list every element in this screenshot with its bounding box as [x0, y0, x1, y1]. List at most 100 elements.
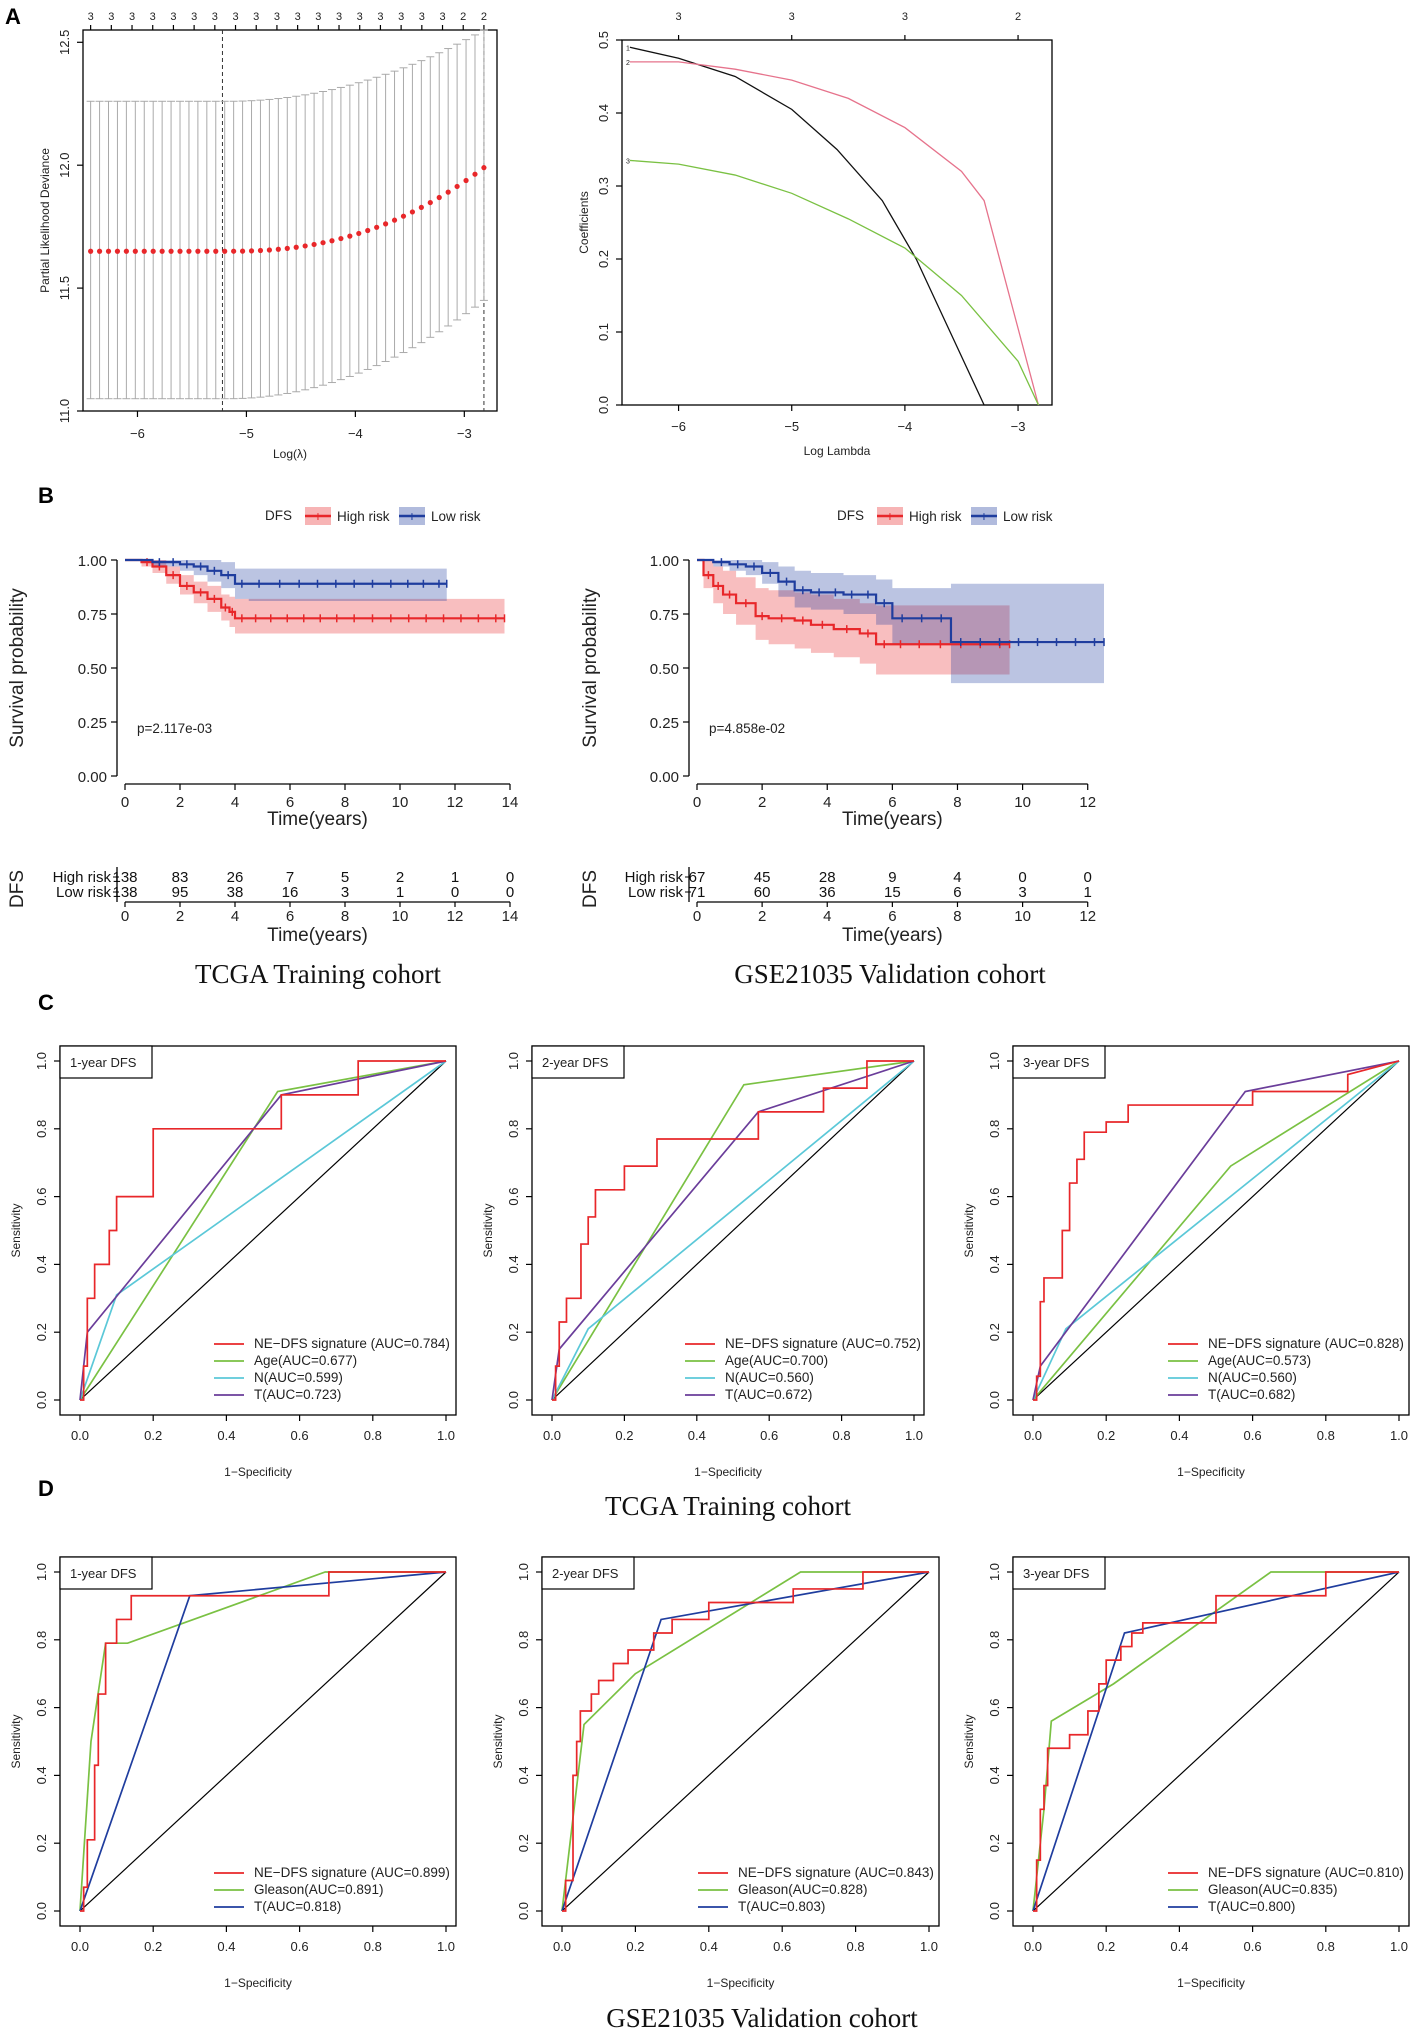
x-tick-label: 0.0 [71, 1939, 89, 1954]
legend-label: Age(AUC=0.677) [254, 1353, 357, 1368]
x-tick-label: −5 [784, 419, 799, 434]
plot-frame [541, 1556, 940, 1927]
legend-label: Low risk [431, 509, 481, 524]
x-tick-label: 0.4 [217, 1428, 235, 1443]
y-tick-label: 0.4 [516, 1766, 531, 1784]
risk-cell: 67 [689, 869, 706, 886]
x-tick-label: 2 [758, 794, 766, 811]
deviance-point [159, 248, 165, 254]
y-tick-label: 1.00 [650, 553, 679, 570]
top-label: 3 [170, 11, 176, 23]
roc-title: 2-year DFS [552, 1566, 619, 1581]
top-label: 3 [191, 11, 197, 23]
x-tick-label: 10 [392, 794, 409, 811]
deviance-point [204, 248, 210, 254]
y-tick-label: 12.5 [57, 30, 72, 55]
y-tick-label: 0.8 [516, 1631, 531, 1649]
deviance-point [409, 209, 416, 215]
y-tick-label: 0.2 [987, 1323, 1002, 1341]
roc-curve [1032, 1571, 1399, 1912]
deviance-point [436, 194, 442, 201]
top-label: 2 [1015, 11, 1021, 23]
risk-x-tick-label: 0 [121, 908, 129, 925]
title-box [1012, 1045, 1106, 1079]
risk-x-tick-label: 8 [953, 908, 961, 925]
deviance-point [168, 248, 174, 254]
top-label: 3 [88, 11, 94, 23]
y-tick-label: 0.6 [34, 1699, 49, 1717]
risk-cell: 2 [396, 869, 404, 886]
reference-diagonal [551, 1060, 915, 1401]
y-tick-label: 0.75 [650, 607, 679, 624]
roc-curve [561, 1571, 930, 1912]
legend-label: NE−DFS signature (AUC=0.843) [738, 1865, 934, 1880]
legend-label: N(AUC=0.560) [1208, 1370, 1297, 1385]
roc-title: 1-year DFS [70, 1055, 137, 1070]
risk-x-tick-label: 12 [1079, 908, 1096, 925]
risk-row-label: Low risk [56, 884, 112, 901]
y-tick-label: 0.4 [506, 1255, 521, 1273]
x-tick-label: 0.4 [217, 1939, 235, 1954]
deviance-point [150, 248, 156, 254]
risk-table-title: DFS [580, 870, 601, 908]
x-tick-label: 0.0 [543, 1428, 561, 1443]
legend-label: NE−DFS signature (AUC=0.810) [1208, 1865, 1404, 1880]
y-tick-label: 1.0 [34, 1563, 49, 1581]
x-axis-title: Log(λ) [273, 447, 307, 461]
survival-curve-high-risk [125, 558, 505, 620]
risk-x-tick-label: 12 [447, 908, 464, 925]
risk-cell: 0 [506, 884, 514, 901]
x-tick-label: 0.0 [1024, 1939, 1042, 1954]
y-axis-title: Survival probability [580, 588, 601, 748]
risk-cell: 1 [1084, 884, 1092, 901]
top-label: 3 [315, 11, 321, 23]
risk-x-tick-label: 6 [286, 908, 294, 925]
y-axis-title: Sensitivity [962, 1714, 976, 1768]
risk-x-tick-label: 14 [502, 908, 519, 925]
y-axis-title: Sensitivity [481, 1203, 495, 1257]
risk-cell: 138 [112, 869, 137, 886]
y-tick-label: 0.0 [987, 1902, 1002, 1920]
coef-path-1 [629, 46, 1039, 406]
plot-frame [1012, 1045, 1410, 1416]
deviance-point [96, 248, 103, 254]
x-tick-label: −6 [671, 419, 686, 434]
legend-mark: + [314, 508, 322, 524]
x-axis-title: Time(years) [842, 809, 943, 830]
deviance-point [391, 217, 398, 223]
deviance-point [266, 247, 272, 253]
plot-frame [531, 1045, 925, 1416]
risk-cell: 4 [953, 869, 961, 886]
deviance-point [257, 247, 264, 254]
legend-label: Age(AUC=0.700) [725, 1353, 828, 1368]
legend-label: T(AUC=0.818) [254, 1899, 341, 1914]
top-label: 3 [439, 11, 445, 23]
top-label: 3 [295, 11, 301, 23]
y-tick-label: 12.0 [57, 153, 72, 178]
roc-curve [1033, 1571, 1399, 1912]
deviance-point [284, 245, 290, 251]
chart-c2: 0.0 0.0 0.2 0.2 0.4 0.4 0.6 0.6 0.8 0.8 1.0 1.0 1−Sp… [481, 1045, 925, 1479]
legend-label: Gleason(AUC=0.891) [254, 1882, 383, 1897]
risk-cell: 0 [1084, 869, 1092, 886]
y-tick-label: 0.50 [650, 661, 679, 678]
deviance-point [472, 171, 478, 177]
title-box [541, 1556, 635, 1590]
risk-row-label: Low risk [628, 884, 684, 901]
legend-mark: + [886, 508, 894, 524]
legend-label: Gleason(AUC=0.835) [1208, 1882, 1337, 1897]
deviance-point [481, 165, 487, 171]
x-tick-label: 0.8 [847, 1939, 865, 1954]
roc-curve [552, 1060, 914, 1401]
chart-d2: 0.0 0.0 0.2 0.2 0.4 0.4 0.6 0.6 0.8 0.8 1.0 1.0 1−Sp… [491, 1556, 940, 1990]
chart-b1: DFS + High risk + Low risk 0.00 0.25 0.50 0.75 1.… [7, 507, 518, 946]
deviance-point [105, 248, 112, 254]
roc-curve [79, 1060, 447, 1401]
y-tick-label: 0.0 [596, 396, 611, 414]
reference-diagonal [561, 1571, 930, 1912]
y-tick-label: 0.5 [596, 31, 611, 49]
roc-curve [551, 1060, 915, 1401]
roc-title: 3-year DFS [1023, 1055, 1090, 1070]
deviance-point [231, 248, 237, 254]
risk-cell: 95 [172, 884, 189, 901]
